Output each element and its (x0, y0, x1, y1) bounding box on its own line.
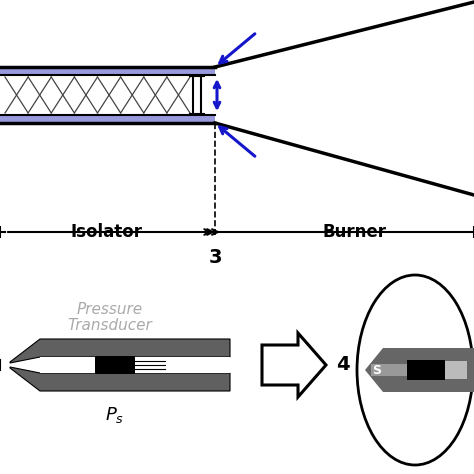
Text: Burner: Burner (323, 223, 387, 241)
Polygon shape (365, 348, 474, 392)
Polygon shape (0, 67, 215, 75)
Bar (40, 357, 230, 373)
Text: Transducer: Transducer (68, 319, 152, 334)
Text: Isolator: Isolator (71, 223, 143, 241)
Bar (95, 356, 135, 374)
Text: S: S (373, 364, 382, 376)
Bar (407, 360, 445, 380)
Bar (445, 361, 467, 379)
Text: Pressure: Pressure (77, 302, 143, 318)
Text: 4: 4 (336, 356, 350, 374)
Bar (371, 364, 449, 376)
Ellipse shape (357, 275, 473, 465)
Polygon shape (0, 115, 215, 123)
Polygon shape (10, 339, 230, 363)
Polygon shape (262, 333, 326, 397)
Text: $P_s$: $P_s$ (105, 405, 125, 425)
Text: 3: 3 (208, 248, 222, 267)
Polygon shape (10, 367, 230, 391)
